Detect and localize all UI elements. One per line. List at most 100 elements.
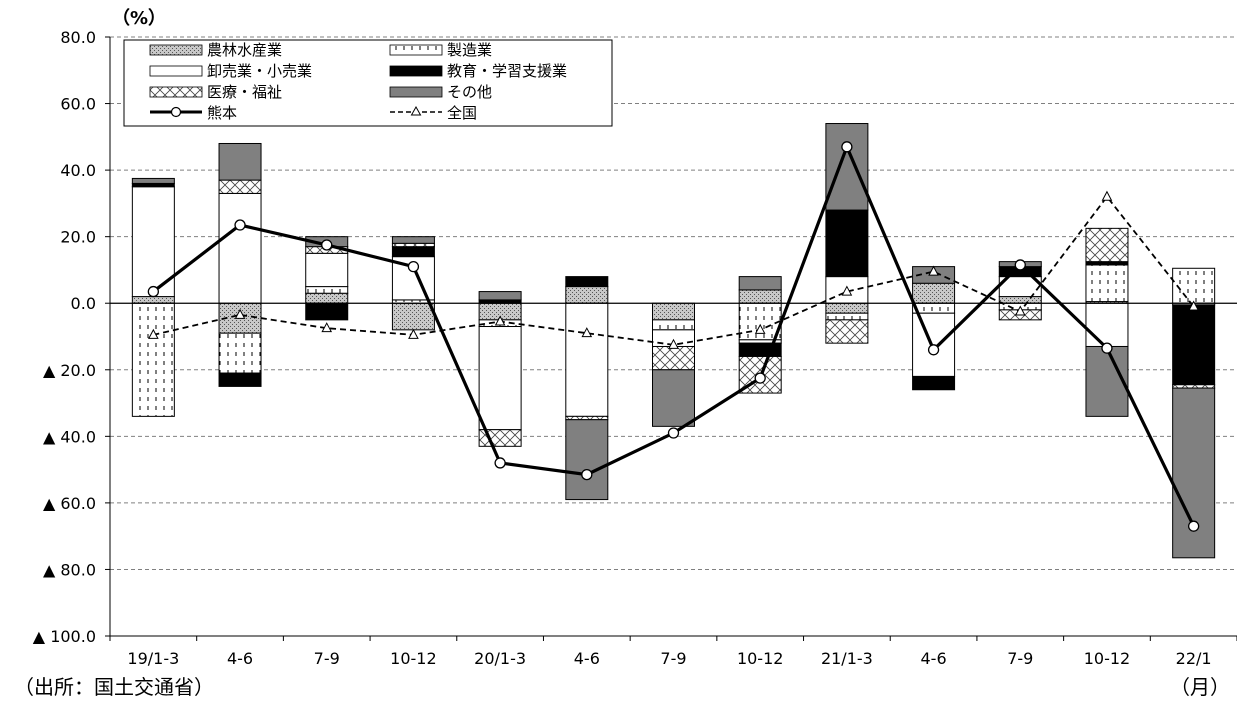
- legend-swatch-medical: [149, 86, 203, 98]
- y-tick-label: ▲ 20.0: [43, 361, 96, 380]
- x-tick-label: 7-9: [314, 649, 340, 668]
- x-tick-label: 10-12: [737, 649, 784, 668]
- legend-label-national: 全国: [447, 104, 477, 122]
- bar-manufacturing: [305, 286, 349, 294]
- y-tick-label: 20.0: [60, 228, 96, 247]
- x-tick-label: 22/1: [1176, 649, 1212, 668]
- bar-other: [738, 276, 782, 291]
- x-tick-label: 19/1-3: [127, 649, 179, 668]
- x-tick-label: 21/1-3: [821, 649, 873, 668]
- bar-other: [565, 419, 609, 501]
- bars: [131, 123, 1216, 559]
- x-tick-label: 7-9: [660, 649, 686, 668]
- bar-other: [825, 123, 869, 211]
- bar-manufacturing: [652, 319, 695, 331]
- legend-label-medical: 医療・福祉: [207, 83, 282, 101]
- legend-swatch-other: [389, 86, 443, 98]
- legend-swatch-manufacturing: [389, 44, 443, 56]
- point-national: [494, 315, 506, 326]
- point-kumamoto: [1101, 342, 1113, 354]
- y-tick-labels: 80.0 60.0 40.0 20.0 0.0 ▲ 20.0 ▲ 40.0 ▲ 60.0 ▲ 8…: [33, 28, 96, 646]
- point-national: [841, 285, 853, 296]
- x-tick-labels: 19/1-3 4-6 7-9 10-12 20/1-3 4-6 7-9 10-12 21/1-3…: [127, 649, 1211, 668]
- y-tick-label: 80.0: [60, 28, 96, 47]
- y-unit-label: （%）: [112, 8, 166, 29]
- bar-education: [565, 276, 609, 288]
- bar-education: [1172, 304, 1216, 386]
- point-kumamoto: [407, 260, 420, 273]
- bar-medical: [1085, 227, 1129, 263]
- bar-other: [478, 291, 522, 301]
- bar-manufacturing: [825, 312, 869, 321]
- point-national: [928, 265, 939, 276]
- source-label: （出所：国土交通省）: [14, 675, 214, 699]
- x-unit-label: （月）: [1170, 675, 1230, 699]
- gridlines: [110, 36, 1237, 570]
- point-national: [321, 322, 333, 333]
- bar-agri: [998, 296, 1042, 304]
- point-kumamoto: [1188, 520, 1200, 532]
- bar-education: [391, 246, 435, 258]
- bar-agri: [652, 302, 695, 321]
- legend-label-kumamoto: 熊本: [207, 104, 237, 122]
- point-national: [668, 338, 679, 349]
- x-tick-label: 20/1-3: [474, 649, 526, 668]
- point-national: [234, 308, 246, 319]
- point-national: [408, 328, 419, 339]
- bar-education: [912, 375, 956, 391]
- axes: [105, 36, 1237, 641]
- bar-agri: [131, 296, 175, 304]
- bar-education: [305, 302, 349, 321]
- point-kumamoto: [667, 427, 680, 439]
- legend-box: [123, 39, 613, 127]
- bar-agri: [825, 302, 869, 314]
- point-kumamoto: [494, 457, 506, 469]
- y-tick-label: ▲ 40.0: [43, 427, 96, 446]
- series-lines: [147, 141, 1200, 532]
- x-tick-label: 4-6: [574, 649, 600, 668]
- legend-marker-national: [410, 105, 422, 116]
- x-tick-label: 7-9: [1007, 649, 1033, 668]
- bar-medical: [218, 179, 262, 194]
- point-kumamoto: [841, 141, 853, 153]
- bar-medical: [652, 345, 695, 371]
- bar-education: [218, 372, 262, 387]
- bar-medical: [825, 319, 869, 344]
- x-tick-label: 10-12: [390, 649, 437, 668]
- bar-education: [825, 209, 869, 278]
- point-national: [754, 323, 766, 334]
- bar-wholesale: [1085, 302, 1129, 347]
- bar-other: [218, 142, 262, 181]
- point-kumamoto: [927, 344, 940, 356]
- x-tick-label: 4-6: [921, 649, 947, 668]
- legend-label-agri: 農林水産業: [207, 41, 282, 59]
- legend: 農林水産業 製造業 卸売業・小売業 教育・学習支援業 医療・福祉 その他 熊本 …: [123, 39, 613, 127]
- bar-other: [391, 236, 435, 244]
- x-tick-label: 10-12: [1084, 649, 1131, 668]
- legend-label-wholesale: 卸売業・小売業: [207, 62, 312, 80]
- x-tick-label: 4-6: [227, 649, 253, 668]
- y-tick-label: 0.0: [71, 294, 96, 313]
- y-tick-label: 40.0: [60, 161, 96, 180]
- point-kumamoto: [321, 239, 333, 251]
- bar-agri: [912, 282, 956, 304]
- point-kumamoto: [754, 372, 766, 384]
- bar-wholesale: [305, 252, 349, 288]
- legend-swatch-wholesale: [149, 65, 203, 77]
- bar-wholesale: [131, 186, 175, 298]
- point-national: [581, 327, 593, 338]
- legend-label-manufacturing: 製造業: [447, 41, 492, 59]
- point-national: [148, 328, 159, 339]
- legend-swatch-agri: [149, 44, 203, 56]
- bar-other: [1172, 387, 1216, 559]
- legend-swatch-education: [389, 65, 443, 77]
- bar-agri: [305, 292, 349, 304]
- y-tick-label: ▲ 80.0: [43, 560, 96, 579]
- bar-manufacturing: [1085, 264, 1129, 303]
- point-national: [1101, 190, 1113, 201]
- bar-education: [738, 342, 782, 357]
- point-national: [1014, 305, 1026, 316]
- point-kumamoto: [581, 468, 593, 481]
- y-tick-label: ▲ 60.0: [43, 494, 96, 513]
